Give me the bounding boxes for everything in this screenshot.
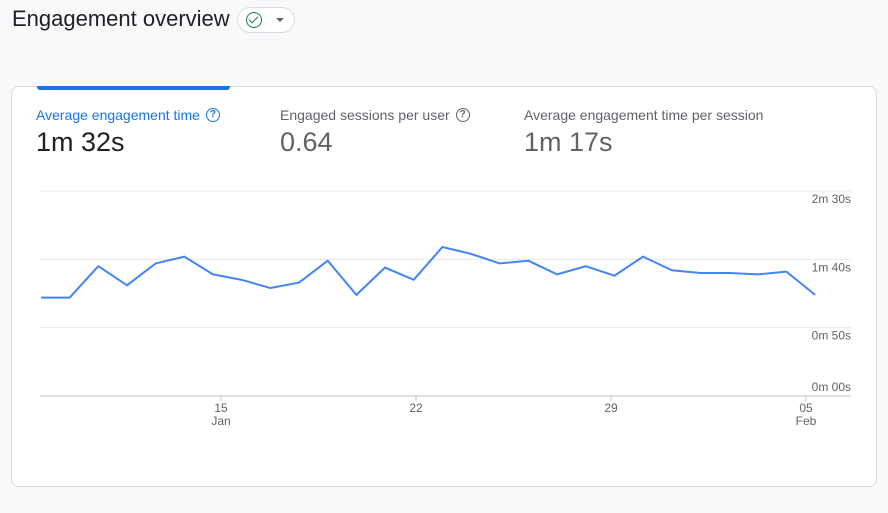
y-tick-label: 0m 00s	[812, 380, 851, 394]
metric-tab-engaged-sessions-per-user[interactable]: Engaged sessions per user? 0.64	[280, 107, 470, 158]
selected-tab-indicator	[37, 86, 230, 90]
x-tick-day: 29	[604, 401, 618, 415]
y-tick-label: 2m 30s	[812, 192, 851, 206]
caret-down-icon	[276, 18, 284, 26]
x-tick-month: Jan	[211, 414, 230, 428]
metric-label: Average engagement time	[36, 107, 200, 123]
page-title: Engagement overview	[12, 6, 230, 31]
help-icon[interactable]: ?	[205, 108, 220, 122]
metrics-card	[11, 86, 877, 487]
metric-value: 0.64	[280, 127, 333, 157]
metric-value: 1m 17s	[524, 127, 613, 157]
metric-label: Average engagement time per session	[524, 107, 764, 123]
y-tick-label: 0m 50s	[812, 329, 851, 343]
help-icon[interactable]: ?	[455, 108, 470, 122]
series-line	[41, 246, 816, 299]
x-tick-day: 05	[799, 401, 813, 415]
x-tick-month: Feb	[796, 414, 817, 428]
metric-label: Engaged sessions per user	[280, 107, 450, 123]
y-tick-label: 1m 40s	[812, 260, 851, 274]
status-dropdown[interactable]	[237, 7, 295, 33]
check-circle-icon	[246, 12, 262, 28]
x-tick-day: 22	[409, 401, 423, 415]
metric-value: 1m 32s	[36, 127, 125, 157]
metric-tab-average-engagement-time[interactable]: Average engagement time? 1m 32s	[36, 107, 220, 158]
metric-tab-average-engagement-time-per-session[interactable]: Average engagement time per session 1m 1…	[524, 107, 763, 158]
x-tick-day: 15	[214, 401, 228, 415]
